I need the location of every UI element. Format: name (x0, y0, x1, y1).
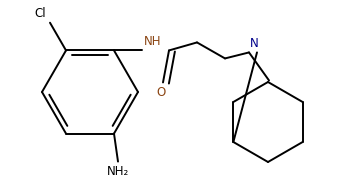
Text: NH: NH (144, 36, 161, 48)
Text: N: N (250, 37, 259, 50)
Text: O: O (156, 86, 165, 99)
Text: NH₂: NH₂ (107, 164, 129, 178)
Text: Cl: Cl (34, 7, 46, 20)
